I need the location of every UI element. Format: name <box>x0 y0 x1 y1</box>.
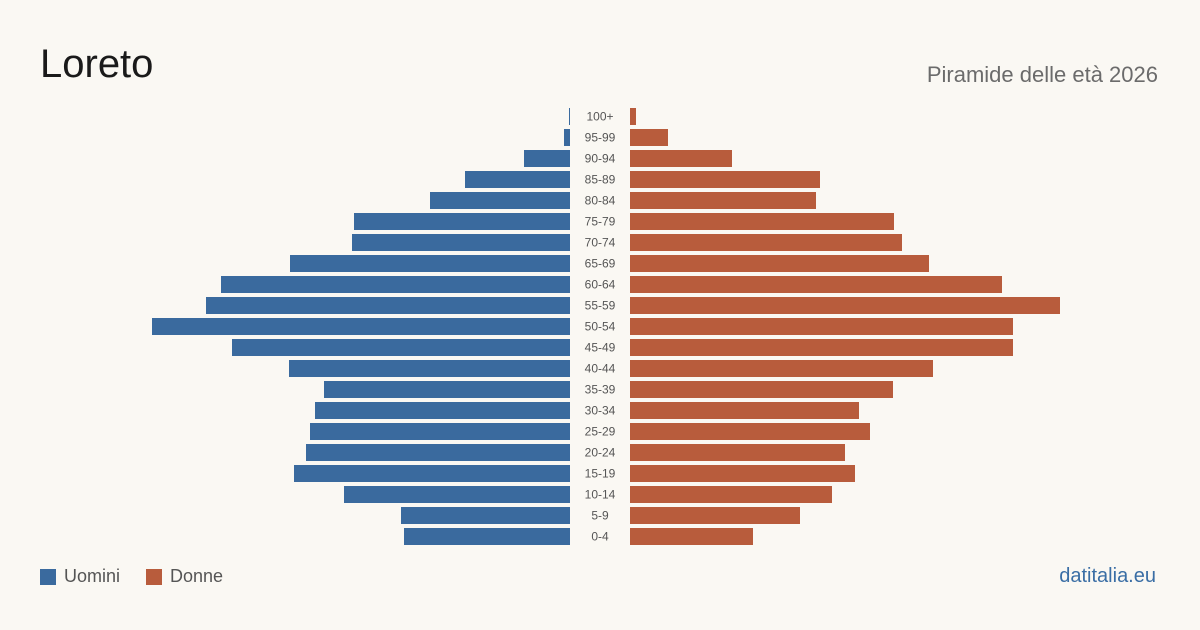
age-group-label: 90-94 <box>585 152 616 166</box>
bar-men-50-54 <box>152 318 570 335</box>
age-group-label: 15-19 <box>585 467 616 481</box>
bar-men-15-19 <box>294 465 570 482</box>
bar-men-20-24 <box>306 444 570 461</box>
bar-women-35-39 <box>630 381 893 398</box>
bar-men-5-9 <box>401 507 570 524</box>
bar-women-30-34 <box>630 402 859 419</box>
bar-women-0-4 <box>630 528 753 545</box>
age-group-label: 40-44 <box>585 362 616 376</box>
bar-women-75-79 <box>630 213 894 230</box>
age-group-label: 100+ <box>586 110 613 124</box>
bar-men-70-74 <box>352 234 570 251</box>
legend-label-women: Donne <box>170 566 224 586</box>
legend-label-men: Uomini <box>64 566 121 586</box>
bar-men-95-99 <box>564 129 570 146</box>
legend-item-women: Donne <box>146 566 223 587</box>
bar-men-85-89 <box>465 171 570 188</box>
legend-swatch-women <box>146 568 163 585</box>
age-group-label: 50-54 <box>585 320 616 334</box>
bar-men-55-59 <box>206 297 570 314</box>
bar-women-45-49 <box>630 339 1013 356</box>
source-link[interactable]: datitalia.eu <box>1059 565 1156 587</box>
bar-men-65-69 <box>290 255 570 272</box>
bar-women-15-19 <box>630 465 855 482</box>
bar-women-80-84 <box>630 192 816 209</box>
age-group-label: 65-69 <box>585 257 616 271</box>
legend-item-men: Uomini <box>40 566 120 587</box>
bar-men-10-14 <box>344 486 570 503</box>
age-group-label: 55-59 <box>585 299 616 313</box>
bar-men-90-94 <box>524 150 570 167</box>
bar-women-25-29 <box>630 423 870 440</box>
bar-men-80-84 <box>430 192 570 209</box>
age-group-label: 0-4 <box>591 530 609 544</box>
chart-legend: Uomini Donne <box>40 566 249 587</box>
bar-women-10-14 <box>630 486 832 503</box>
bar-women-55-59 <box>630 297 1060 314</box>
page-title: Loreto <box>40 42 154 86</box>
age-group-label: 75-79 <box>585 215 616 229</box>
age-group-label: 20-24 <box>585 446 616 460</box>
age-group-label: 95-99 <box>585 131 616 145</box>
bar-women-50-54 <box>630 318 1013 335</box>
bar-women-70-74 <box>630 234 902 251</box>
age-group-label: 85-89 <box>585 173 616 187</box>
bar-men-75-79 <box>354 213 570 230</box>
bar-women-90-94 <box>630 150 732 167</box>
age-group-label: 10-14 <box>585 488 616 502</box>
age-group-label: 60-64 <box>585 278 616 292</box>
bar-women-65-69 <box>630 255 929 272</box>
legend-swatch-men <box>40 568 56 585</box>
bar-men-45-49 <box>232 339 570 356</box>
bar-men-35-39 <box>324 381 570 398</box>
age-group-label: 25-29 <box>585 425 616 439</box>
bar-men-30-34 <box>315 402 570 419</box>
bar-women-40-44 <box>630 360 933 377</box>
bar-women-100+ <box>630 108 636 125</box>
age-group-label: 70-74 <box>585 236 616 250</box>
age-group-label: 5-9 <box>591 509 609 523</box>
bar-men-100+ <box>569 108 570 125</box>
age-group-label: 30-34 <box>585 404 616 418</box>
bar-men-25-29 <box>310 423 570 440</box>
age-group-label: 80-84 <box>585 194 616 208</box>
bar-women-5-9 <box>630 507 800 524</box>
age-group-label: 45-49 <box>585 341 616 355</box>
bar-women-85-89 <box>630 171 820 188</box>
bar-men-60-64 <box>221 276 570 293</box>
bar-men-40-44 <box>289 360 570 377</box>
bar-men-0-4 <box>404 528 570 545</box>
bar-women-20-24 <box>630 444 845 461</box>
bar-women-60-64 <box>630 276 1002 293</box>
bar-women-95-99 <box>630 129 668 146</box>
age-group-label: 35-39 <box>585 383 616 397</box>
chart-subtitle: Piramide delle età 2026 <box>926 62 1158 87</box>
